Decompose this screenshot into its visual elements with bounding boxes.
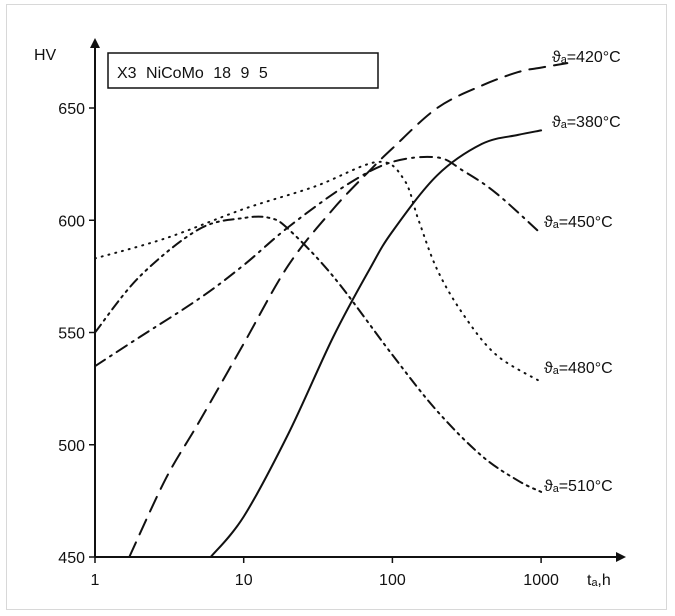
y-tick-label: 600: [58, 213, 85, 230]
series-label-1: ϑₐ=420°C: [552, 49, 621, 66]
x-tick-label: 10: [235, 572, 253, 589]
series-line-5: [94, 215, 543, 493]
y-tick-label: 650: [58, 101, 85, 118]
x-ticks: 1 10 100 1000: [91, 557, 559, 589]
x-axis-label: tₐ,h: [587, 572, 611, 589]
series-label-4: ϑₐ=480°C: [544, 360, 613, 377]
series-line-4: [94, 160, 543, 383]
title-frame: [107, 52, 379, 89]
y-ticks: 450 500 550 600 650: [58, 101, 95, 567]
chart-frame: [6, 4, 667, 610]
x-tick-label: 100: [379, 572, 406, 589]
series-line-1: [128, 62, 569, 558]
series-group: ϑₐ=420°C ϑₐ=380°C ϑₐ=450°C ϑₐ=480°C ϑₐ=510°C: [94, 49, 621, 558]
chart-title-box: X3 NiCoMo 18 9 5: [107, 52, 379, 89]
series-label-5: ϑₐ=510°C: [544, 478, 613, 495]
chart-title: X3 NiCoMo 18 9 5: [117, 65, 268, 82]
series-line-3: [94, 155, 543, 368]
x-tick-label: 1000: [523, 572, 559, 589]
y-tick-label: 500: [58, 438, 85, 455]
y-tick-label: 550: [58, 326, 85, 343]
y-tick-label: 450: [58, 550, 85, 567]
series-line-2: [209, 129, 543, 558]
y-axis-label: HV: [34, 47, 57, 64]
series-label-2: ϑₐ=380°C: [552, 114, 621, 131]
series-label-3: ϑₐ=450°C: [544, 214, 613, 231]
x-tick-label: 1: [91, 572, 100, 589]
